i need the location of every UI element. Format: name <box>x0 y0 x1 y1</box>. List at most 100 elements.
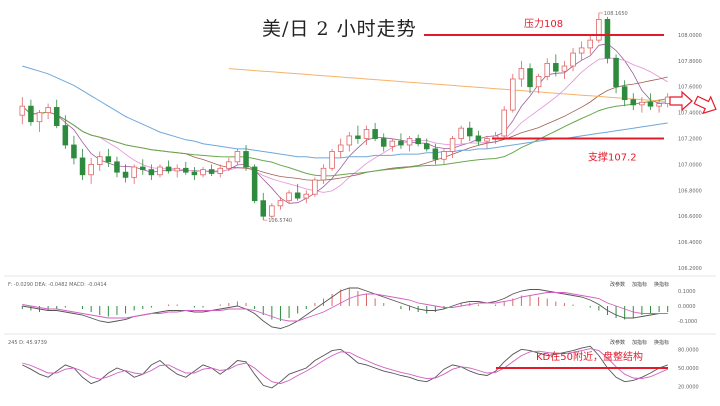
candle-body <box>613 57 619 88</box>
candle-body <box>423 143 430 150</box>
macd-dea-line <box>22 292 668 322</box>
candle-body <box>639 101 645 106</box>
candle-body <box>157 166 163 176</box>
candle-body <box>131 166 137 178</box>
candle-body <box>621 86 628 101</box>
candle-body <box>286 192 292 202</box>
candle-body <box>226 161 232 169</box>
low-price-label: 106.5740 <box>268 218 292 224</box>
price-axis-tick: 107.4000 <box>678 111 702 117</box>
candle-body <box>251 166 258 202</box>
kd-header: 245 D: 45.9739 <box>8 340 47 346</box>
candle-body <box>320 167 327 181</box>
price-axis-tick: 106.6000 <box>678 214 702 220</box>
macd-header: F: -0.0290 DEA: -0.0482 MACD: -0.0414 <box>8 282 107 288</box>
candle-body <box>406 138 413 146</box>
candle-body <box>165 166 172 172</box>
candle-body <box>114 161 120 173</box>
candle-body <box>510 78 516 111</box>
candle-body <box>630 99 637 106</box>
candle-body <box>19 105 26 116</box>
candle-body <box>415 138 421 145</box>
candle-body <box>458 127 464 139</box>
candle-body <box>389 140 396 147</box>
kd-d-line <box>22 348 668 385</box>
price-axis-tick: 106.8000 <box>678 188 702 194</box>
candle-body <box>105 156 112 163</box>
candle-body <box>36 112 43 123</box>
candle-body <box>578 47 585 54</box>
candle-body <box>191 171 198 176</box>
candle-body <box>372 129 378 139</box>
resistance-label: 压力108 <box>524 17 563 30</box>
candle-body <box>260 200 267 217</box>
candle-body <box>467 127 473 137</box>
candle-body <box>656 103 662 107</box>
price-axis-tick: 106.2000 <box>678 266 702 272</box>
price-axis-tick: 107.6000 <box>678 85 702 91</box>
kd-axis-tick: 50.0000 <box>678 366 699 372</box>
candle-body <box>312 179 318 195</box>
macd-control-2[interactable]: 换指标 <box>654 281 669 288</box>
candle-body <box>45 107 51 114</box>
candle-body <box>88 164 94 176</box>
candle-body <box>140 166 146 171</box>
macd-dif-line <box>22 287 668 329</box>
candle-body <box>294 192 301 199</box>
candle-body <box>380 138 387 147</box>
macd-control-0[interactable]: 改参数 <box>610 281 625 288</box>
candle-body <box>561 65 568 72</box>
candle-body <box>53 107 60 126</box>
candle-body <box>570 52 576 67</box>
forecast-arrow-right <box>669 90 693 112</box>
candle-body <box>527 68 533 88</box>
macd-control-1[interactable]: 加指标 <box>632 281 647 288</box>
candle-body <box>363 129 370 139</box>
price-axis-tick: 108.0000 <box>678 33 702 39</box>
candle-body <box>553 63 559 72</box>
candle-body <box>398 140 404 146</box>
price-axis-tick: 107.2000 <box>678 137 702 143</box>
candle-body <box>441 151 447 160</box>
candle-body <box>475 135 482 142</box>
candle-body <box>269 205 275 217</box>
price-axis-tick: 107.8000 <box>678 59 702 65</box>
chart-title: 美/日 2 小时走势 <box>262 18 417 40</box>
candle-body <box>484 138 490 142</box>
candle-body <box>208 169 215 174</box>
candle-body <box>174 167 180 172</box>
candle-body <box>346 135 353 146</box>
ma-long-orange-line <box>228 68 668 103</box>
candle-body <box>234 151 241 163</box>
candle-body <box>337 144 344 152</box>
candle-body <box>277 200 284 207</box>
candle-body <box>449 138 456 152</box>
price-axis-tick: 106.4000 <box>678 240 702 246</box>
candle-body <box>355 135 361 139</box>
candle-body <box>62 125 69 146</box>
candle-body <box>596 19 602 41</box>
ma-long-blue-line <box>22 65 668 159</box>
kd-control-1[interactable]: 加指标 <box>632 339 647 346</box>
candle-body <box>243 151 249 168</box>
forecast-arrow-down <box>693 95 717 115</box>
candle-body <box>217 167 223 174</box>
candle-body <box>303 193 310 199</box>
candle-body <box>122 171 129 178</box>
kd-control-0[interactable]: 改参数 <box>610 339 625 346</box>
candle-body <box>604 19 611 59</box>
candle-body <box>587 39 594 49</box>
candle-body <box>501 109 507 137</box>
kd-annotation-label: KD在50附近，盘整结构 <box>536 350 643 363</box>
macd-axis-tick: 0.0000 <box>678 304 696 310</box>
candle-body <box>200 169 206 176</box>
kd-control-2[interactable]: 换指标 <box>654 339 669 346</box>
kd-axis-tick: 80.0000 <box>678 347 699 353</box>
price-axis-tick: 107.0000 <box>678 162 702 168</box>
macd-axis-tick: 0.1000 <box>678 289 696 295</box>
high-price-label: 108.1650 <box>604 11 628 17</box>
macd-axis-tick: -0.1000 <box>678 319 697 325</box>
candle-body <box>664 96 671 104</box>
candle-body <box>148 169 155 176</box>
